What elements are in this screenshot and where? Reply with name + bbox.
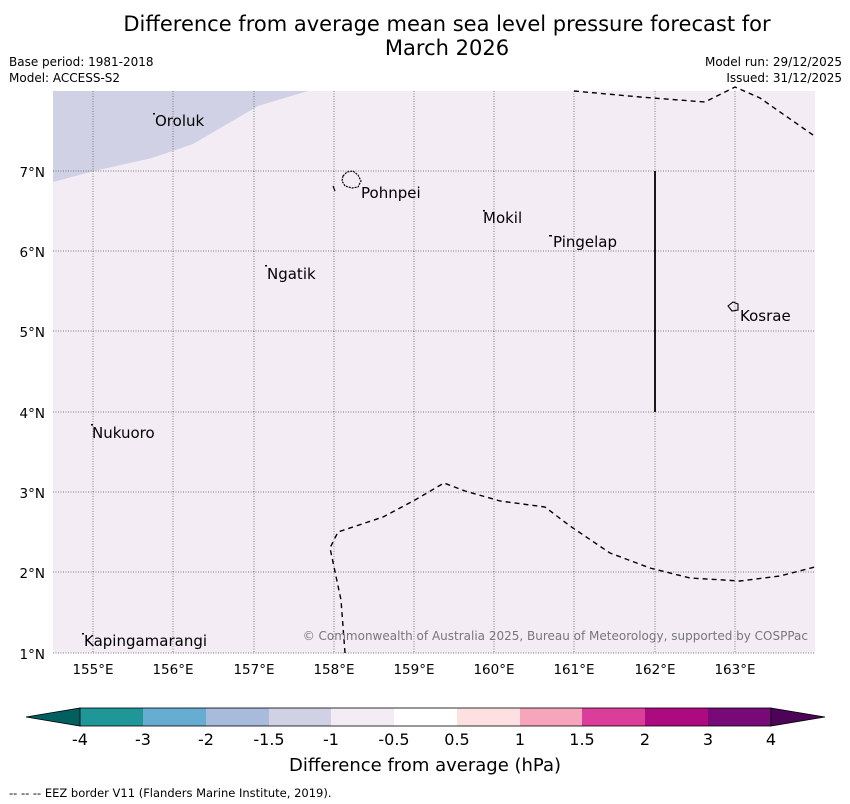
colorbar-segment [80, 708, 143, 726]
colorbar-label: 1.5 [569, 730, 594, 749]
colorbar-label: -3 [135, 730, 151, 749]
colorbar-outline [79, 707, 772, 727]
colorbar-label: -4 [72, 730, 88, 749]
eez-border-south [329, 482, 816, 654]
place-nukuoro: Nukuoro [92, 424, 155, 442]
title-line-2: March 2026 [384, 36, 510, 60]
colorbar-arrow-low [25, 707, 81, 727]
lon-label-163: 163°E [714, 662, 755, 678]
colorbar-title: Difference from average (hPa) [288, 755, 562, 776]
kosrae-island [727, 301, 739, 312]
eez-border-north [573, 86, 814, 136]
meta-right: Model run: 29/12/2025 Issued: 31/12/2025 [705, 54, 842, 86]
lat-label-4: 4°N [20, 406, 45, 422]
base-period: Base period: 1981-2018 [9, 55, 154, 69]
colorbar-label: -1.5 [253, 730, 284, 749]
colorbar-segment [206, 708, 269, 726]
map-credit: © Commonwealth of Australia 2025, Bureau… [303, 629, 808, 643]
colorbar-segment [394, 708, 457, 726]
colorbar-labels: -4 -3 -2 -1.5 -1 -0.5 0.5 1 1.5 2 3 4 [72, 730, 776, 749]
colorbar-segment [708, 708, 771, 726]
colorbar-segment [520, 708, 582, 726]
colorbar-segment [331, 708, 394, 726]
colorbar-label: -2 [198, 730, 214, 749]
colorbar-segment [143, 708, 206, 726]
colorbar-arrow-high [770, 707, 826, 727]
lat-label-6: 6°N [20, 245, 45, 261]
place-mokil: Mokil [483, 209, 522, 227]
place-pohnpei: Pohnpei [361, 184, 421, 202]
mokil-marker [483, 210, 485, 212]
colorbar-label: 4 [766, 730, 776, 749]
lat-label-1: 1°N [20, 647, 45, 663]
lon-label-158: 158°E [313, 662, 354, 678]
colorbar-label: 0.5 [444, 730, 469, 749]
place-ngatik: Ngatik [267, 265, 316, 283]
oroluk-marker [153, 113, 155, 115]
lat-label-7: 7°N [20, 165, 45, 181]
pingelap-marker [549, 235, 552, 237]
colorbar-label: -1 [323, 730, 339, 749]
colorbar-label: -0.5 [378, 730, 409, 749]
lat-label-2: 2°N [20, 566, 45, 582]
ngatik-marker [265, 265, 267, 267]
place-pingelap: Pingelap [553, 233, 617, 251]
map-background [53, 91, 815, 653]
colorbar-segment [645, 708, 708, 726]
model-name: Model: ACCESS-S2 [9, 71, 121, 85]
colorbar-segment [582, 708, 645, 726]
atoll-markers [82, 113, 552, 635]
lat-label-5: 5°N [20, 325, 45, 341]
colorbar-segment [457, 708, 520, 726]
model-run: Model run: 29/12/2025 [704, 55, 842, 69]
nukuoro-marker [91, 424, 93, 426]
chart-title: Difference from average mean sea level p… [0, 12, 850, 60]
lon-label-157: 157°E [233, 662, 274, 678]
place-kosrae: Kosrae [740, 307, 791, 325]
place-kapingamarangi: Kapingamarangi [84, 632, 207, 650]
lat-axis-labels: 7°N 6°N 5°N 4°N 3°N 2°N 1°N [20, 165, 45, 663]
kapingamarangi-marker [82, 633, 84, 635]
title-line-1: Difference from average mean sea level p… [123, 12, 771, 36]
colorbar-segment [269, 708, 331, 726]
meta-left: Base period: 1981-2018 Model: ACCESS-S2 [9, 54, 154, 86]
lon-label-161: 161°E [553, 662, 594, 678]
colorbar-label: 3 [703, 730, 713, 749]
pohnpei-island [341, 170, 362, 189]
gridlines [53, 91, 815, 654]
issued-date: Issued: 31/12/2025 [726, 71, 842, 85]
eez-borders [329, 86, 816, 654]
lon-label-162: 162°E [634, 662, 675, 678]
colorbar-label: 2 [640, 730, 650, 749]
negative-anomaly-region [53, 91, 308, 182]
footnote-eez: -- -- -- EEZ border V11 (Flanders Marine… [9, 786, 332, 800]
colorbar: -4 -3 -2 -1.5 -1 -0.5 0.5 1 1.5 2 3 4 [25, 707, 826, 749]
lon-label-155: 155°E [72, 662, 113, 678]
lon-label-159: 159°E [393, 662, 434, 678]
lon-label-156: 156°E [152, 662, 193, 678]
colorbar-label: 1 [515, 730, 525, 749]
lat-label-3: 3°N [20, 486, 45, 502]
boundary-stub [332, 185, 336, 192]
lon-axis-labels: 155°E 156°E 157°E 158°E 159°E 160°E 161°… [72, 662, 755, 678]
lon-label-160: 160°E [473, 662, 514, 678]
place-oroluk: Oroluk [155, 112, 204, 130]
